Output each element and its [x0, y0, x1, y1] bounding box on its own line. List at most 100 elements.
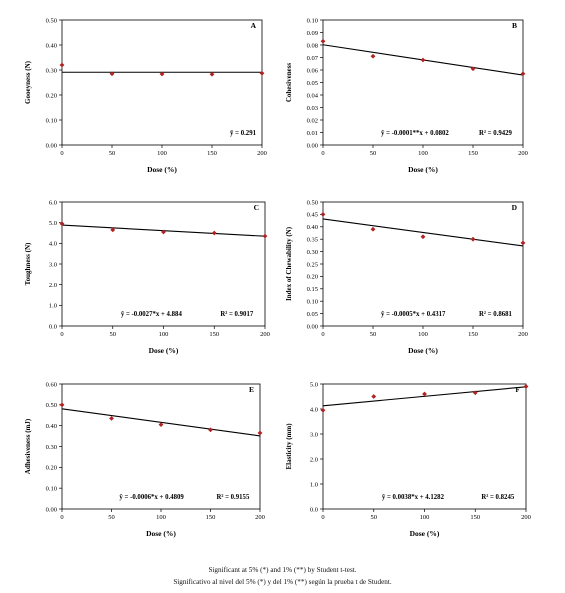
x-tick-label: 50	[370, 331, 377, 338]
y-tick-label: 0.20	[46, 92, 57, 99]
x-tick-label: 50	[370, 150, 377, 157]
regression-equation: ŷ = -0.0027*x + 4.884	[121, 311, 183, 318]
x-tick-label: 50	[110, 331, 117, 338]
y-tick-label: 0.50	[307, 199, 318, 206]
x-tick-label: 200	[260, 331, 270, 338]
y-axis-label: Cohesiveness	[285, 63, 293, 103]
x-tick-label: 0	[321, 514, 324, 521]
x-tick-label: 100	[418, 331, 428, 338]
y-tick-label: 0.0	[49, 323, 57, 330]
y-tick-label: 0.20	[307, 274, 318, 281]
x-tick-label: 50	[109, 150, 116, 157]
y-tick-label: 6.0	[49, 199, 57, 206]
regression-equation: ŷ = 0.0038*x + 4.1282	[382, 494, 445, 501]
data-point	[470, 236, 476, 242]
y-tick-label: 0.35	[307, 237, 318, 244]
data-point	[420, 234, 426, 240]
plot-frame	[61, 19, 263, 146]
x-tick-label: 0	[321, 331, 324, 338]
x-axis-label: Dose (%)	[408, 165, 438, 174]
y-tick-label: 0.00	[307, 323, 318, 330]
x-axis-label: Dose (%)	[410, 529, 440, 538]
y-tick-label: 0.40	[307, 224, 318, 231]
footnote-english: Significant at 5% (*) and 1% (**) by Stu…	[208, 566, 357, 574]
y-tick-label: 0.04	[307, 92, 319, 99]
y-tick-label: 1.0	[310, 481, 318, 488]
x-tick-label: 50	[108, 514, 115, 521]
panel-a: 0.00 0.10 0.20 0.30 0.40 0.50 0 50 100 150 200 Dose…	[24, 17, 267, 174]
y-tick-label: 2.0	[310, 456, 318, 463]
y-tick-label: 0.30	[307, 249, 318, 256]
y-tick-label: 0.50	[46, 402, 57, 409]
y-tick-label: 0.30	[46, 67, 57, 74]
y-tick-label: 0.00	[46, 506, 57, 513]
x-tick-label: 150	[470, 514, 480, 521]
y-tick-label: 5.0	[49, 220, 57, 227]
panel-letter: E	[249, 385, 254, 394]
panel-f: 0.0 1.0 2.0 3.0 4.0 5.0 0 50 100 150 200 Dose (%) El…	[285, 381, 531, 538]
x-axis-label: Dose (%)	[146, 529, 176, 538]
data-point	[523, 384, 529, 389]
x-tick-label: 150	[207, 150, 217, 157]
x-tick-label: 100	[159, 331, 169, 338]
data-point	[520, 71, 526, 77]
regression-equation: ŷ = -0.0006*x + 0.4809	[119, 494, 184, 501]
plot-frame	[61, 383, 261, 510]
y-tick-label: 3.0	[49, 261, 57, 268]
panel-letter: B	[512, 21, 517, 30]
y-tick-label: 4.0	[310, 406, 318, 413]
data-point	[158, 422, 164, 428]
mean-value-label: ȳ = 0.291	[230, 130, 257, 137]
x-tick-label: 200	[518, 331, 528, 338]
y-tick-label: 0.09	[307, 30, 318, 37]
x-tick-label: 50	[371, 514, 378, 521]
r-squared: R² = 0.9017	[220, 311, 254, 318]
y-tick-label: 0.0	[310, 506, 318, 513]
data-point	[257, 430, 263, 436]
y-axis-label: Index of Chewability (N)	[285, 226, 293, 301]
y-tick-label: 0.08	[307, 42, 318, 49]
y-tick-label: 0.45	[307, 212, 318, 219]
y-tick-label: 0.03	[307, 105, 318, 112]
y-tick-label: 0.25	[307, 261, 318, 268]
data-point	[422, 391, 427, 397]
x-axis-label: Dose (%)	[149, 346, 179, 355]
data-point	[472, 390, 478, 396]
data-point	[370, 226, 376, 232]
y-tick-label: 3.0	[310, 431, 318, 438]
panel-d: 0.00 0.05 0.10 0.15 0.20 0.25 0.30 0.35 0.40 0.45…	[285, 199, 528, 355]
data-point	[262, 233, 268, 239]
panel-letter: D	[512, 203, 518, 212]
y-axis-label: Elasticity (mm)	[285, 423, 293, 470]
data-point	[208, 427, 213, 433]
data-point	[159, 71, 165, 77]
y-axis-label: Adhesiveness (mJ)	[24, 418, 32, 474]
plot-frame	[61, 201, 266, 327]
y-tick-label: 0.10	[46, 117, 57, 124]
panel-letter: A	[251, 21, 257, 30]
y-tick-label: 4.0	[49, 241, 57, 248]
y-tick-label: 0.10	[307, 17, 318, 24]
panel-letter: F	[515, 385, 520, 394]
data-point	[59, 402, 65, 408]
x-tick-label: 0	[60, 331, 63, 338]
x-tick-label: 150	[468, 150, 478, 157]
data-point	[59, 62, 65, 68]
r-squared: R² = 0.8245	[481, 494, 515, 501]
y-tick-label: 0.05	[307, 80, 318, 87]
data-point	[211, 230, 217, 236]
data-point	[209, 71, 215, 77]
x-tick-label: 0	[321, 150, 324, 157]
y-tick-label: 0.40	[46, 42, 57, 49]
data-point	[109, 71, 115, 77]
y-tick-label: 0.00	[46, 142, 57, 149]
x-tick-label: 200	[518, 150, 528, 157]
r-squared: R² = 0.9429	[479, 130, 513, 137]
data-point	[161, 229, 166, 235]
r-squared: R² = 0.8681	[479, 311, 513, 318]
x-axis-label: Dose (%)	[408, 346, 438, 355]
y-tick-label: 0.06	[307, 67, 319, 74]
x-axis-label: Dose (%)	[147, 165, 177, 174]
y-tick-label: 0.10	[307, 299, 318, 306]
regression-equation: ŷ = -0.0001**x + 0.0802	[381, 130, 449, 137]
